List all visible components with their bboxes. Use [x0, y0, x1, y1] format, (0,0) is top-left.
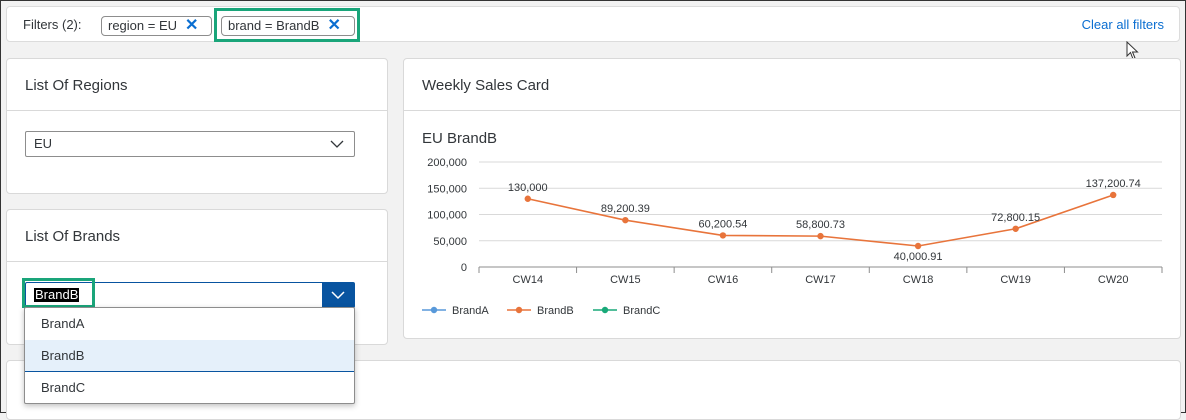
filters-label: Filters (2): — [23, 17, 82, 32]
filter-chip-label: region = EU — [108, 18, 178, 33]
y-tick-label: 50,000 — [433, 236, 467, 248]
x-tick-label: CW19 — [1000, 274, 1031, 286]
legend-marker — [430, 306, 438, 314]
region-select-value: EU — [34, 136, 53, 151]
dropdown-option-brandb[interactable]: BrandB — [25, 340, 354, 372]
brand-dropdown-list: BrandA BrandB BrandC — [24, 307, 355, 404]
chevron-down-icon — [330, 140, 344, 148]
weekly-sales-card: Weekly Sales Card EU BrandB 0 50,000 100,0… — [403, 58, 1181, 339]
dropdown-option-brandc[interactable]: BrandC — [41, 380, 86, 395]
card-title: Weekly Sales Card — [422, 77, 550, 94]
card-title: List Of Regions — [25, 77, 128, 94]
clear-all-filters-link[interactable]: Clear all filters — [1081, 17, 1164, 32]
filter-chip-label: brand = BrandB — [228, 18, 320, 33]
data-label: 130,000 — [508, 182, 548, 194]
brand-dropdown-button[interactable] — [322, 283, 354, 307]
filter-chip-region[interactable]: region = EU ✕ — [101, 16, 212, 36]
y-tick-label: 150,000 — [427, 183, 467, 195]
x-tick-label: CW20 — [1098, 274, 1129, 286]
divider — [7, 261, 387, 262]
brand-combobox[interactable]: BrandB — [25, 282, 355, 308]
highlight-box — [22, 278, 95, 308]
y-tick-label: 100,000 — [427, 210, 467, 222]
x-tick-label: CW18 — [903, 274, 934, 286]
data-point — [1012, 225, 1019, 232]
brand-input-value[interactable]: BrandB — [34, 287, 80, 302]
y-tick-label: 0 — [461, 262, 467, 274]
x-tick-label: CW16 — [708, 274, 739, 286]
data-point — [719, 232, 727, 239]
data-label: 40,000.91 — [894, 251, 943, 263]
legend-marker — [601, 306, 609, 314]
y-tick-label: 200,000 — [427, 157, 467, 169]
legend-marker — [515, 306, 523, 314]
filter-chip-brand[interactable]: brand = BrandB ✕ — [221, 16, 355, 36]
data-point — [622, 216, 629, 224]
x-tick-label: CW14 — [513, 274, 544, 286]
highlight-box — [214, 8, 360, 42]
legend-label: BrandC — [623, 305, 660, 317]
filter-bar: Filters (2): region = EU ✕ brand = Brand… — [6, 6, 1180, 42]
regions-card: List Of Regions EU — [6, 58, 388, 194]
region-select[interactable]: EU — [25, 131, 355, 157]
data-point — [914, 242, 922, 250]
chevron-down-icon — [331, 291, 345, 300]
data-point — [1110, 191, 1117, 199]
data-label: 89,200.39 — [601, 203, 650, 215]
data-label: 72,800.15 — [991, 212, 1040, 224]
close-icon[interactable]: ✕ — [185, 17, 199, 34]
data-point — [524, 195, 531, 202]
data-label: 137,200.74 — [1086, 178, 1141, 190]
divider — [404, 110, 1180, 111]
x-tick-label: CW15 — [610, 274, 641, 286]
data-label: 60,200.54 — [698, 218, 747, 230]
legend-label: BrandB — [537, 305, 574, 317]
divider — [7, 110, 387, 111]
data-label: 58,800.73 — [796, 219, 845, 231]
chart-title: EU BrandB — [422, 130, 498, 147]
card-title: List Of Brands — [25, 228, 121, 245]
dropdown-option-branda[interactable]: BrandA — [41, 316, 85, 331]
x-tick-label: CW17 — [805, 274, 836, 286]
line-chart: 0 50,000 100,000 150,000 200,000 CW14 CW15 CW1… — [422, 157, 1163, 317]
legend-label: BrandA — [452, 305, 489, 317]
close-icon[interactable]: ✕ — [327, 17, 341, 34]
data-point — [817, 232, 824, 240]
